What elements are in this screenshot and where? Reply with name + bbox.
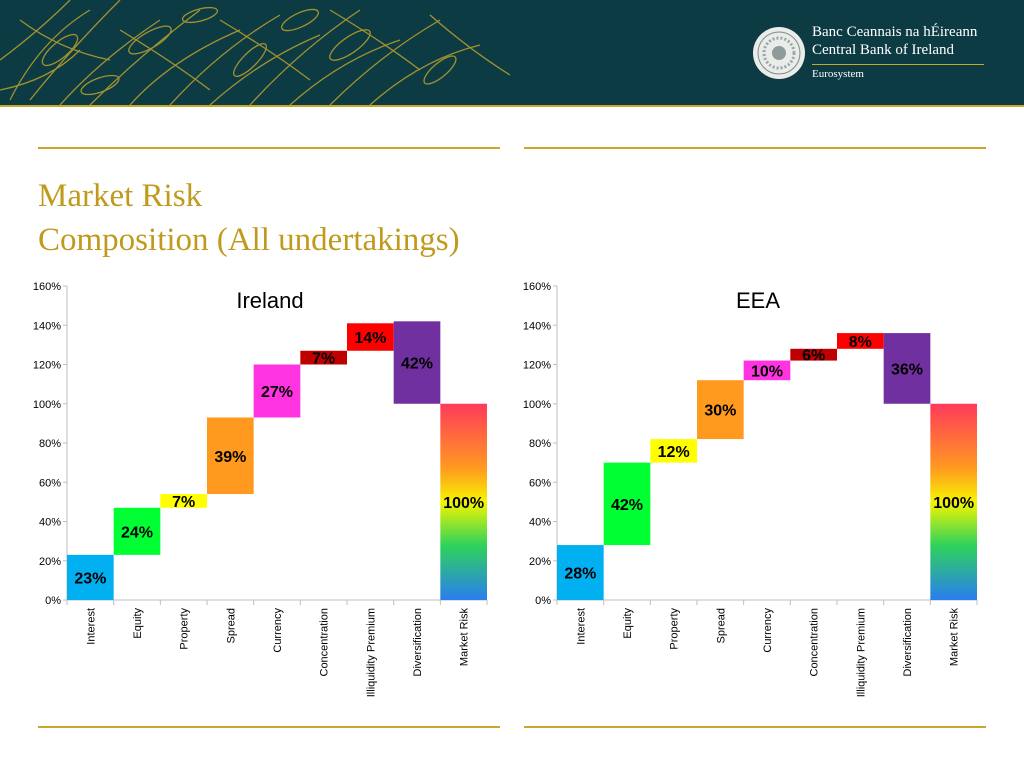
data-label: 30% bbox=[704, 403, 736, 420]
x-tick-label: Diversification bbox=[902, 608, 914, 676]
x-tick-label: Interest bbox=[85, 608, 97, 645]
data-label: 6% bbox=[802, 348, 825, 365]
y-tick-label: 120% bbox=[523, 360, 551, 372]
y-tick-label: 0% bbox=[45, 595, 61, 607]
y-tick-label: 100% bbox=[33, 399, 61, 411]
bar-interest bbox=[557, 545, 604, 600]
brand-name-english: Central Bank of Ireland bbox=[812, 42, 955, 58]
x-tick-label: Market Risk bbox=[459, 608, 471, 667]
y-tick-label: 0% bbox=[535, 595, 551, 607]
x-tick-label: Concentration bbox=[809, 608, 821, 677]
data-label: 36% bbox=[891, 361, 923, 378]
y-tick-label: 160% bbox=[33, 281, 61, 293]
header-banner: Banc Ceannais na hÉireann Central Bank o… bbox=[0, 0, 1024, 105]
chart-title-ireland: Ireland bbox=[236, 288, 303, 313]
y-tick-label: 20% bbox=[529, 556, 551, 568]
x-tick-label: Property bbox=[669, 608, 681, 650]
data-label: 42% bbox=[611, 497, 643, 514]
x-tick-label: Spread bbox=[715, 608, 727, 643]
y-tick-label: 120% bbox=[33, 360, 61, 372]
x-tick-label: Illiquidity Premium bbox=[365, 608, 377, 697]
data-label: 100% bbox=[443, 495, 484, 512]
header-gold-line bbox=[0, 105, 1024, 107]
leaf-pattern-decoration bbox=[0, 0, 511, 105]
data-label: 10% bbox=[751, 363, 783, 380]
bar-market-risk bbox=[930, 403, 977, 600]
bottom-divider-left bbox=[38, 726, 500, 728]
y-tick-label: 100% bbox=[523, 399, 551, 411]
x-tick-label: Illiquidity Premium bbox=[855, 608, 867, 697]
x-tick-label: Equity bbox=[132, 608, 144, 639]
eurosystem-label: Eurosystem bbox=[812, 68, 864, 80]
x-tick-label: Diversification bbox=[412, 608, 424, 676]
y-tick-label: 60% bbox=[529, 477, 551, 489]
x-tick-label: Currency bbox=[272, 608, 284, 653]
y-tick-label: 20% bbox=[39, 556, 61, 568]
top-divider-right bbox=[524, 147, 986, 149]
chart-title-eea: EEA bbox=[736, 288, 780, 313]
data-label: 7% bbox=[312, 351, 335, 368]
y-tick-label: 40% bbox=[529, 517, 551, 529]
x-tick-label: Equity bbox=[622, 608, 634, 639]
bar-illiquidity-premium bbox=[347, 323, 394, 351]
bar-currency bbox=[253, 364, 301, 418]
data-label: 12% bbox=[658, 444, 690, 461]
x-tick-label: Market Risk bbox=[949, 608, 961, 667]
bar-concentration bbox=[790, 348, 837, 361]
top-divider-left bbox=[38, 147, 500, 149]
bar-equity bbox=[113, 507, 161, 555]
y-tick-label: 80% bbox=[39, 438, 61, 450]
data-label: 14% bbox=[354, 330, 386, 347]
data-label: 28% bbox=[564, 566, 596, 583]
bar-illiquidity-premium bbox=[837, 333, 884, 349]
data-label: 24% bbox=[121, 524, 153, 541]
y-tick-label: 140% bbox=[33, 320, 61, 332]
x-tick-label: Concentration bbox=[319, 608, 331, 677]
bar-property bbox=[160, 494, 207, 508]
data-label: 42% bbox=[401, 356, 433, 373]
bar-concentration bbox=[300, 350, 347, 365]
bar-market-risk bbox=[440, 403, 487, 600]
data-label: 8% bbox=[849, 334, 872, 351]
data-label: 23% bbox=[74, 570, 106, 587]
bar-property bbox=[650, 439, 697, 463]
data-label: 7% bbox=[172, 494, 195, 511]
bottom-divider-right bbox=[524, 726, 986, 728]
bar-spread bbox=[697, 380, 744, 440]
y-tick-label: 40% bbox=[39, 517, 61, 529]
x-tick-label: Interest bbox=[575, 608, 587, 645]
brand-divider bbox=[812, 64, 984, 65]
data-label: 100% bbox=[933, 495, 974, 512]
waterfall-chart-ireland: 0% 20% 40% 60% 80% 100% 120% 140% 160% Interest Eq… bbox=[33, 281, 488, 697]
x-tick-label: Currency bbox=[762, 608, 774, 653]
data-label: 39% bbox=[214, 449, 246, 466]
bar-interest bbox=[67, 554, 114, 600]
data-label: 27% bbox=[261, 384, 293, 401]
bar-spread bbox=[207, 417, 254, 495]
brand-name-irish: Banc Ceannais na hÉireann bbox=[812, 24, 978, 40]
x-tick-label: Spread bbox=[225, 608, 237, 643]
y-tick-label: 160% bbox=[523, 281, 551, 293]
y-tick-label: 140% bbox=[523, 320, 551, 332]
central-bank-seal-icon bbox=[753, 27, 805, 79]
slide-title-line-2: Composition (All undertakings) bbox=[38, 222, 460, 258]
waterfall-chart-eea: 0% 20% 40% 60% 80% 100% 120% 140% 160% Interest Eq… bbox=[523, 281, 978, 697]
y-tick-label: 60% bbox=[39, 477, 61, 489]
bar-diversification bbox=[393, 321, 441, 404]
bar-diversification bbox=[883, 333, 931, 404]
bar-currency bbox=[743, 360, 791, 381]
y-tick-label: 80% bbox=[529, 438, 551, 450]
slide-title-line-1: Market Risk bbox=[38, 178, 203, 214]
x-tick-label: Property bbox=[179, 608, 191, 650]
bar-equity bbox=[603, 462, 651, 546]
